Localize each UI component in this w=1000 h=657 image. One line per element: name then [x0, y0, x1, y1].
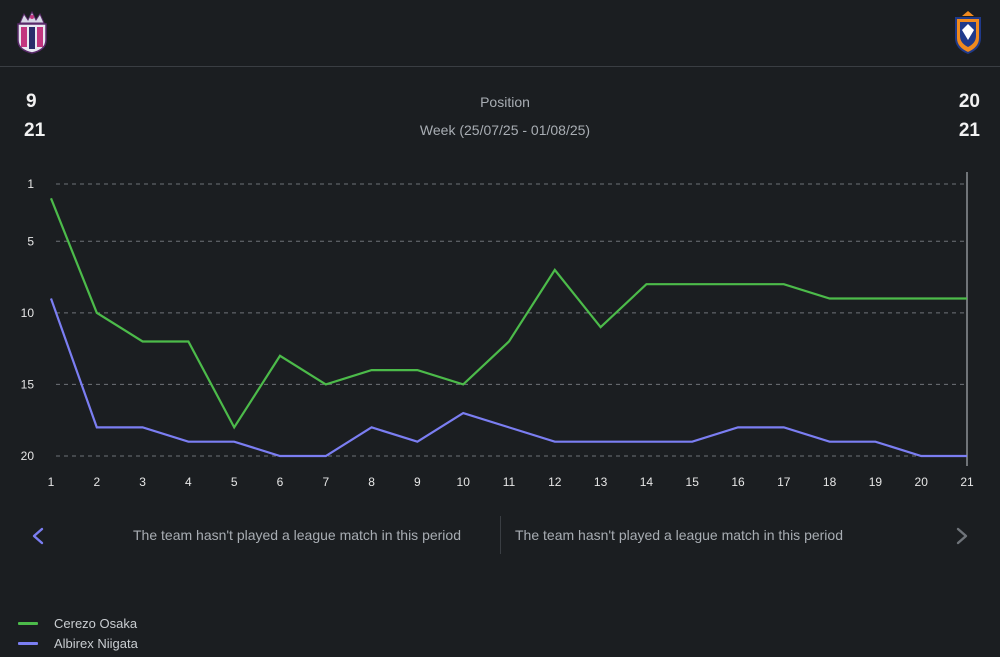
- x-tick-label: 2: [93, 475, 100, 489]
- chart-title: Position: [480, 94, 530, 110]
- chart-legend: Cerezo Osaka Albirex Niigata: [18, 613, 138, 653]
- x-tick-label: 4: [185, 475, 192, 489]
- y-tick-label: 10: [21, 306, 35, 320]
- period-navigation: The team hasn't played a league match in…: [0, 516, 1000, 556]
- away-no-match-message: The team hasn't played a league match in…: [515, 527, 843, 543]
- legend-swatch: [18, 621, 38, 625]
- y-tick-label: 5: [27, 234, 34, 248]
- away-value-bottom: 21: [958, 120, 980, 141]
- chevron-right-icon[interactable]: [950, 520, 974, 552]
- x-tick-label: 16: [731, 475, 745, 489]
- legend-label: Albirex Niigata: [54, 635, 138, 651]
- albirex-niigata-crest-icon[interactable]: [948, 10, 988, 54]
- x-tick-label: 17: [777, 475, 791, 489]
- y-tick-label: 15: [21, 377, 35, 391]
- y-tick-label: 1: [27, 177, 34, 191]
- x-tick-label: 1: [48, 475, 55, 489]
- legend-item-albirex-niigata[interactable]: Albirex Niigata: [18, 633, 138, 653]
- x-tick-label: 18: [823, 475, 837, 489]
- series-line-albirex-niigata: [49, 298, 967, 458]
- x-tick-label: 8: [368, 475, 375, 489]
- series-line-cerezo-osaka: [49, 197, 967, 430]
- match-header-bar: [0, 0, 1000, 67]
- x-tick-label: 19: [869, 475, 883, 489]
- x-tick-label: 6: [277, 475, 284, 489]
- y-tick-label: 20: [21, 449, 35, 463]
- chart-subtitle: Week (25/07/25 - 01/08/25): [419, 122, 591, 138]
- x-tick-label: 7: [322, 475, 329, 489]
- cerezo-osaka-crest-icon[interactable]: [12, 10, 52, 54]
- x-tick-label: 21: [960, 475, 974, 489]
- x-tick-label: 20: [915, 475, 929, 489]
- x-tick-label: 3: [139, 475, 146, 489]
- x-tick-label: 13: [594, 475, 608, 489]
- chevron-left-icon[interactable]: [26, 520, 50, 552]
- x-tick-label: 12: [548, 475, 562, 489]
- x-tick-label: 5: [231, 475, 238, 489]
- legend-item-cerezo-osaka[interactable]: Cerezo Osaka: [18, 613, 138, 633]
- home-value-top: 9: [26, 91, 37, 112]
- x-tick-label: 9: [414, 475, 421, 489]
- nav-divider: [500, 516, 501, 554]
- legend-label: Cerezo Osaka: [54, 615, 138, 631]
- x-tick-label: 15: [686, 475, 700, 489]
- x-tick-label: 10: [457, 475, 471, 489]
- home-no-match-message: The team hasn't played a league match in…: [133, 527, 461, 543]
- x-tick-label: 14: [640, 475, 654, 489]
- legend-swatch: [18, 641, 38, 645]
- x-tick-label: 11: [503, 475, 516, 489]
- home-value-bottom: 21: [24, 120, 46, 141]
- away-value-top: 20: [958, 91, 980, 112]
